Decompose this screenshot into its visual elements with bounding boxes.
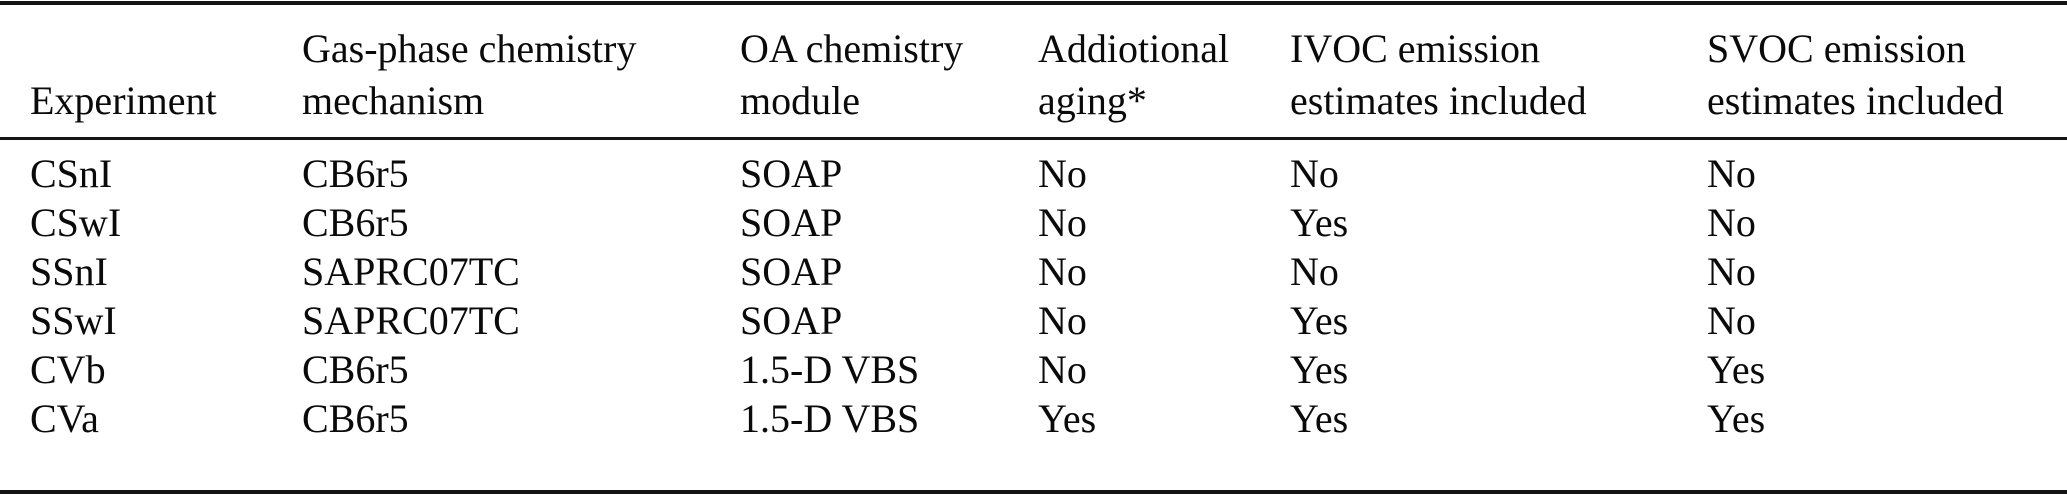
header-row: Experiment Gas-phase chemistry mechanism… [0,3,2067,140]
col-header-ivoc-emission-estimates: IVOC emission estimates included [1290,3,1707,140]
table-row: CVb CB6r5 1.5-D VBS No Yes Yes [0,345,2067,394]
table-row: CVa CB6r5 1.5-D VBS Yes Yes Yes [0,394,2067,492]
col-header-additional-aging: Addiotional aging* [1038,3,1290,140]
cell-oa-chemistry-module: SOAP [740,298,843,343]
cell-experiment: SSnI [30,249,108,294]
cell-ivoc-emission-estimates: Yes [1290,200,1349,245]
col-header-experiment: Experiment [0,3,302,140]
cell-experiment: SSwI [30,298,117,343]
cell-additional-aging: No [1038,200,1087,245]
table-row: SSwI SAPRC07TC SOAP No Yes No [0,296,2067,345]
cell-oa-chemistry-module: SOAP [740,151,843,196]
table-row: CSwI CB6r5 SOAP No Yes No [0,198,2067,247]
cell-ivoc-emission-estimates: No [1290,249,1339,294]
cell-experiment: CVb [30,347,106,392]
cell-ivoc-emission-estimates: No [1290,151,1339,196]
col-header-gas-phase-mechanism: Gas-phase chemistry mechanism [302,3,740,140]
cell-svoc-emission-estimates: No [1707,249,1756,294]
cell-gas-phase-mechanism: CB6r5 [302,200,409,245]
cell-ivoc-emission-estimates: Yes [1290,396,1349,441]
cell-additional-aging: No [1038,298,1087,343]
col-header-oa-chemistry-module: OA chemistry module [740,3,1038,140]
cell-gas-phase-mechanism: SAPRC07TC [302,249,520,294]
cell-gas-phase-mechanism: CB6r5 [302,151,409,196]
cell-experiment: CSwI [30,200,122,245]
cell-svoc-emission-estimates: No [1707,151,1756,196]
col-header-svoc-emission-estimates: SVOC emission estimates included [1707,3,2067,140]
table-row: SSnI SAPRC07TC SOAP No No No [0,247,2067,296]
cell-experiment: CSnI [30,151,113,196]
cell-oa-chemistry-module: SOAP [740,249,843,294]
cell-experiment: CVa [30,396,99,441]
table-row: CSnI CB6r5 SOAP No No No [0,139,2067,199]
cell-gas-phase-mechanism: CB6r5 [302,347,409,392]
cell-gas-phase-mechanism: CB6r5 [302,396,409,441]
cell-additional-aging: No [1038,249,1087,294]
cell-oa-chemistry-module: 1.5-D VBS [740,396,920,441]
cell-svoc-emission-estimates: Yes [1707,347,1766,392]
cell-ivoc-emission-estimates: Yes [1290,347,1349,392]
cell-oa-chemistry-module: SOAP [740,200,843,245]
cell-svoc-emission-estimates: Yes [1707,396,1766,441]
cell-svoc-emission-estimates: No [1707,298,1756,343]
cell-gas-phase-mechanism: SAPRC07TC [302,298,520,343]
cell-additional-aging: No [1038,151,1087,196]
cell-oa-chemistry-module: 1.5-D VBS [740,347,920,392]
cell-ivoc-emission-estimates: Yes [1290,298,1349,343]
cell-additional-aging: Yes [1038,396,1097,441]
cell-additional-aging: No [1038,347,1087,392]
cell-svoc-emission-estimates: No [1707,200,1756,245]
